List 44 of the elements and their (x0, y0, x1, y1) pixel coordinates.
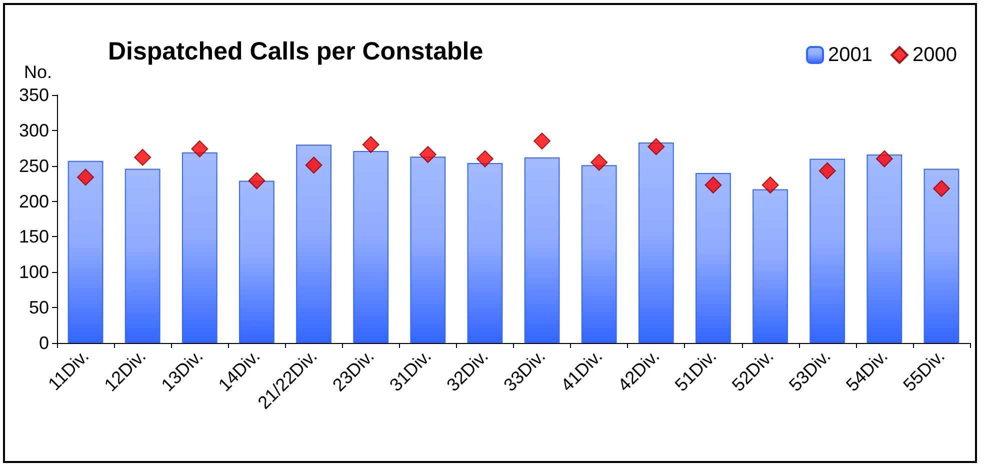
y-tick-label: 350 (18, 85, 49, 105)
bar (638, 142, 674, 343)
y-tick-label: 50 (28, 298, 49, 318)
legend-label: 2000 (912, 44, 958, 66)
chart-title: Dispatched Calls per Constable (108, 38, 484, 66)
point (762, 176, 779, 194)
y-tick-label: 200 (18, 191, 49, 212)
bar (524, 157, 560, 343)
y-tick-label: 250 (18, 156, 49, 176)
point (77, 168, 94, 186)
bar (353, 150, 389, 343)
point (704, 176, 722, 194)
point (362, 136, 380, 154)
point (305, 156, 322, 174)
bar (296, 144, 332, 343)
bar (124, 168, 160, 343)
bar (752, 189, 788, 343)
y-tick-label: 100 (18, 262, 49, 282)
y-tick-label: 0 (38, 333, 49, 353)
point (191, 140, 208, 158)
bar (696, 172, 731, 343)
bar (810, 158, 846, 343)
point (932, 180, 950, 198)
bar (924, 168, 960, 343)
bar (410, 156, 446, 343)
point (648, 138, 665, 156)
y-axis-title: No. (24, 62, 52, 82)
y-tick-label: 150 (18, 226, 49, 247)
point (134, 148, 152, 166)
bar (68, 160, 104, 343)
bar (467, 163, 503, 343)
point (818, 162, 836, 180)
y-tick-label: 300 (18, 120, 49, 140)
bar (581, 165, 617, 343)
point (248, 172, 266, 190)
point (419, 146, 436, 164)
legend-label: 2001 (828, 44, 873, 66)
point (876, 150, 893, 168)
bar (866, 154, 902, 343)
point (534, 132, 551, 150)
bar (239, 180, 274, 343)
point (476, 150, 494, 168)
point (590, 154, 608, 171)
bar (182, 152, 218, 343)
